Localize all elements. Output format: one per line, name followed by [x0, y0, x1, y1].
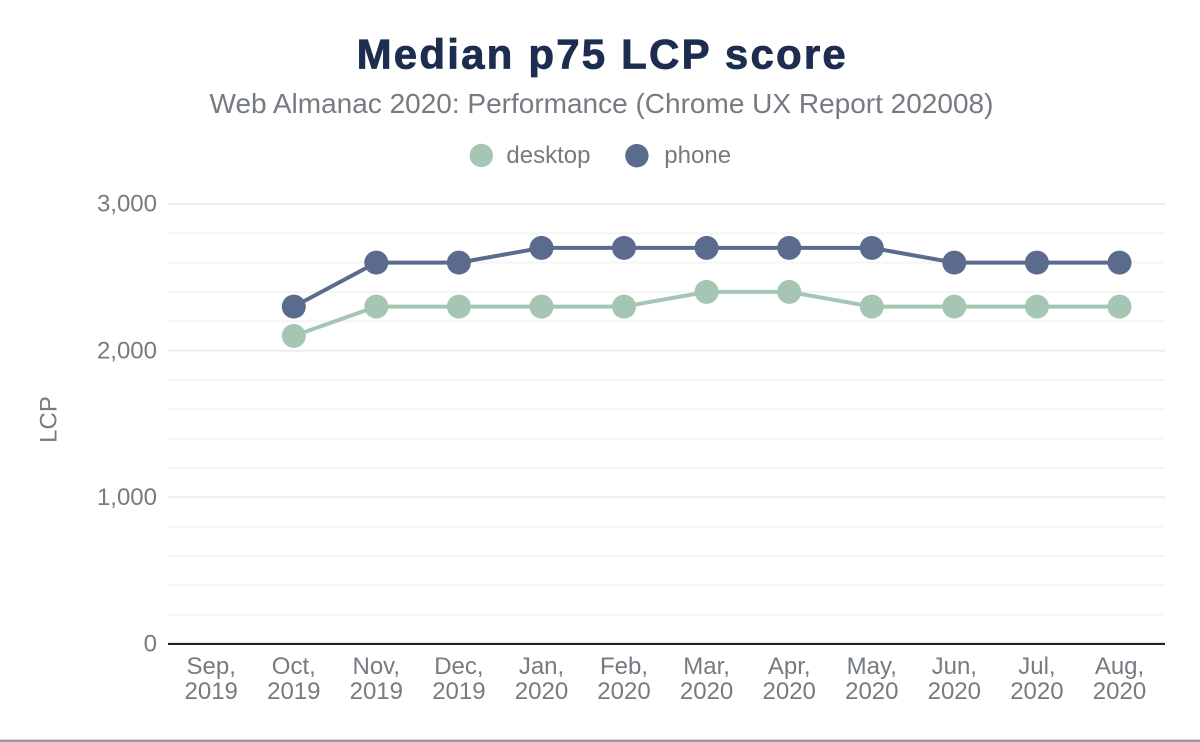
svg-text:Oct,: Oct, [272, 653, 316, 680]
svg-text:2020: 2020 [928, 678, 981, 705]
svg-text:0: 0 [144, 631, 157, 658]
svg-text:3,000: 3,000 [97, 191, 157, 218]
svg-text:2020: 2020 [1093, 678, 1146, 705]
svg-text:LCP: LCP [35, 396, 62, 443]
svg-text:1,000: 1,000 [97, 484, 157, 511]
svg-text:2020: 2020 [680, 678, 733, 705]
svg-text:Sep,: Sep, [187, 653, 236, 680]
svg-text:Mar,: Mar, [683, 653, 730, 680]
svg-text:2020: 2020 [515, 678, 568, 705]
svg-text:Jul,: Jul, [1018, 653, 1055, 680]
svg-text:2019: 2019 [267, 678, 320, 705]
svg-text:Feb,: Feb, [600, 653, 648, 680]
svg-text:2020: 2020 [845, 678, 898, 705]
svg-text:2,000: 2,000 [97, 337, 157, 364]
svg-text:Aug,: Aug, [1095, 653, 1144, 680]
svg-text:Jun,: Jun, [932, 653, 977, 680]
svg-text:Apr,: Apr, [768, 653, 811, 680]
svg-text:2020: 2020 [597, 678, 650, 705]
svg-text:desktop: desktop [506, 142, 590, 169]
svg-text:Nov,: Nov, [353, 653, 401, 680]
svg-text:May,: May, [847, 653, 897, 680]
svg-text:Median p75 LCP score: Median p75 LCP score [357, 31, 848, 78]
svg-text:2019: 2019 [185, 678, 238, 705]
svg-text:2020: 2020 [763, 678, 816, 705]
svg-text:2019: 2019 [432, 678, 485, 705]
svg-text:Dec,: Dec, [434, 653, 483, 680]
svg-text:phone: phone [664, 142, 731, 169]
svg-text:2020: 2020 [1010, 678, 1063, 705]
svg-text:Web Almanac 2020: Performance: Web Almanac 2020: Performance (Chrome UX… [210, 88, 994, 119]
svg-text:2019: 2019 [350, 678, 403, 705]
svg-text:Jan,: Jan, [519, 653, 564, 680]
